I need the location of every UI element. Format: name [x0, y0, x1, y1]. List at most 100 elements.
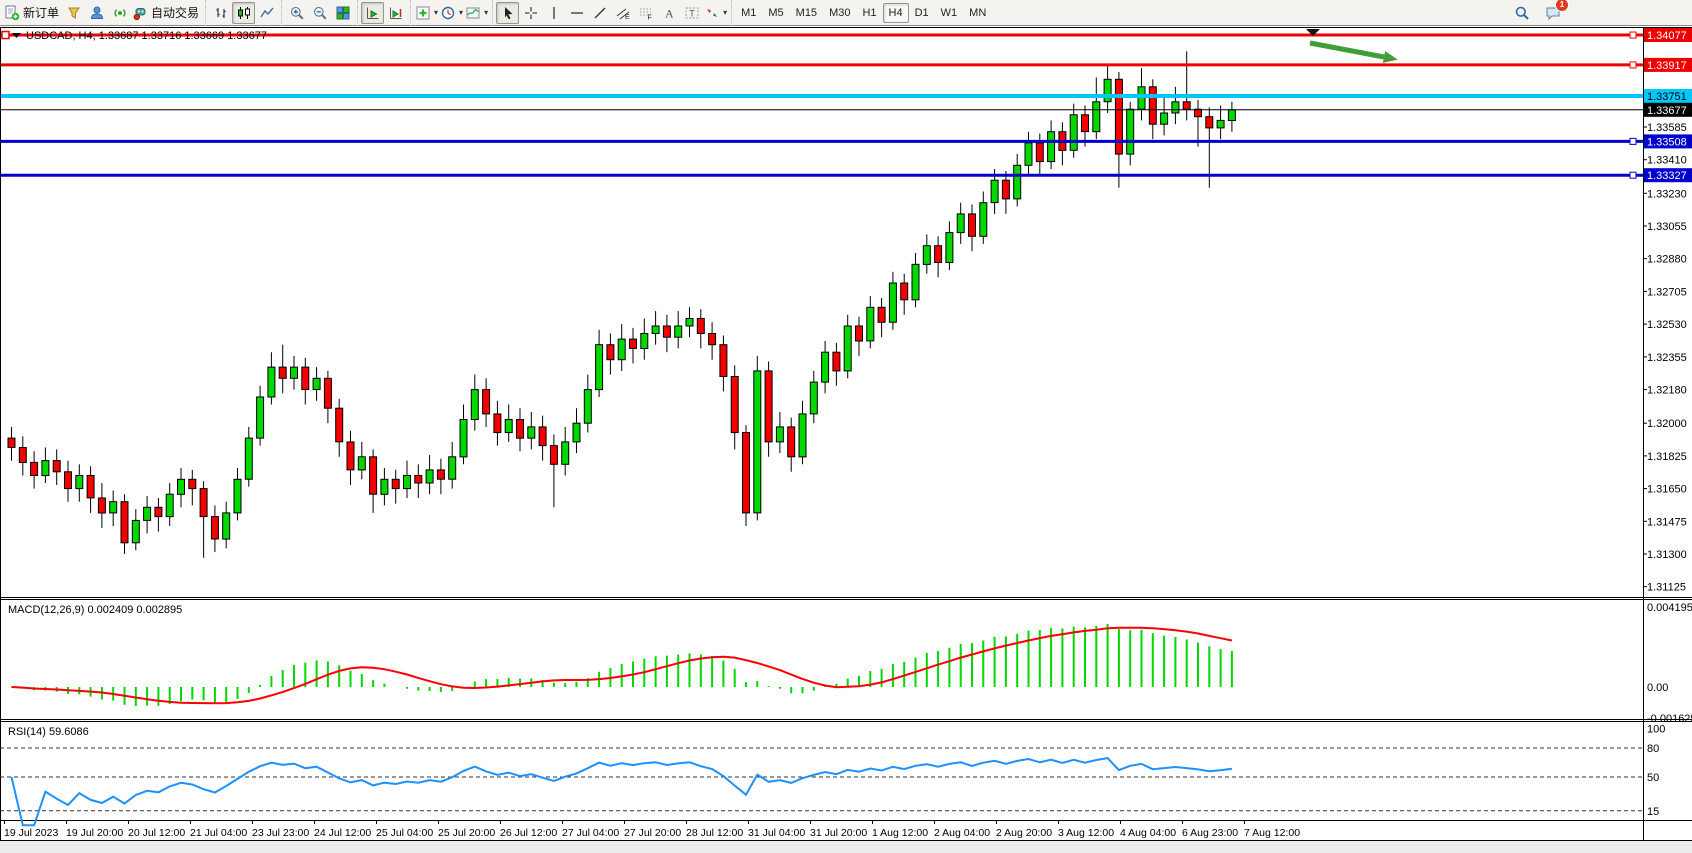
- fibonacci-icon: F: [639, 8, 651, 21]
- vertical-line-button[interactable]: [542, 2, 565, 24]
- toolbar-group-zoom: [281, 0, 357, 26]
- timeframe-M15[interactable]: M15: [795, 6, 818, 19]
- indicators-button[interactable]: ▾: [414, 2, 439, 24]
- svg-text:24 Jul 12:00: 24 Jul 12:00: [314, 827, 371, 839]
- svg-text:15: 15: [1647, 806, 1659, 818]
- toolbar-group-charttype: [205, 0, 281, 26]
- hline-anchor-icon: [1629, 31, 1637, 39]
- time-axis[interactable]: 19 Jul 2023 19 Jul 20:00 20 Jul 12:00 21 Ju…: [4, 820, 1300, 839]
- svg-text:26 Jul 12:00: 26 Jul 12:00: [500, 827, 557, 839]
- timeframe-M1[interactable]: M1: [741, 6, 757, 19]
- chart-title: USDCAD, H4, 1.33687 1.33716 1.33669 1.33…: [12, 30, 267, 42]
- zoom-out-button[interactable]: [308, 2, 331, 24]
- hline-anchor-icon: [1629, 61, 1637, 69]
- svg-text:2 Aug 20:00: 2 Aug 20:00: [996, 827, 1052, 839]
- timeframe-W1[interactable]: W1: [940, 6, 958, 19]
- svg-text:19 Jul 2023: 19 Jul 2023: [4, 827, 58, 839]
- svg-text:2 Aug 04:00: 2 Aug 04:00: [934, 827, 990, 839]
- periods-button[interactable]: ▾: [439, 2, 464, 24]
- trendline-button[interactable]: [588, 2, 611, 24]
- channel-button[interactable]: E: [611, 2, 634, 24]
- svg-text:1.31300: 1.31300: [1647, 549, 1687, 561]
- text-label-button[interactable]: T: [680, 2, 703, 24]
- timeframe-MN[interactable]: MN: [969, 6, 987, 19]
- timeframe-H4[interactable]: H4: [882, 2, 909, 23]
- notification-badge: 1: [1555, 0, 1569, 12]
- crosshair-button[interactable]: [519, 2, 542, 24]
- macd-label: MACD(12,26,9) 0.002409 0.002895: [8, 604, 182, 616]
- chart-canvas[interactable]: USDCAD, H4, 1.33687 1.33716 1.33669 1.33…: [0, 27, 1692, 853]
- signals-button[interactable]: [108, 2, 131, 24]
- timeframe-M30[interactable]: M30: [829, 6, 851, 19]
- line-chart-icon: [259, 7, 274, 17]
- new-order-button[interactable]: 新订单: [3, 2, 62, 24]
- toolbar-group-trade: 新订单 自动交易: [0, 0, 205, 26]
- status-strip: [0, 841, 1692, 853]
- svg-text:100: 100: [1647, 724, 1665, 736]
- autotrading-button[interactable]: 自动交易: [131, 2, 202, 24]
- line-chart-button[interactable]: [255, 2, 278, 24]
- toolbar: 新订单 自动交易: [0, 0, 1692, 26]
- new-order-label: 新订单: [23, 6, 60, 20]
- svg-text:1.33055: 1.33055: [1647, 221, 1687, 233]
- svg-text:31 Jul 20:00: 31 Jul 20:00: [810, 827, 867, 839]
- template-icon: [466, 7, 480, 18]
- community-icon: [90, 6, 103, 19]
- svg-text:1.33230: 1.33230: [1647, 188, 1687, 200]
- crosshair-icon: [524, 6, 537, 19]
- svg-text:7 Aug 12:00: 7 Aug 12:00: [1244, 827, 1300, 839]
- panel-separators[interactable]: [0, 27, 1692, 841]
- vertical-line-icon: [552, 6, 555, 19]
- fibonacci-button[interactable]: F: [634, 2, 657, 24]
- svg-text:1 Aug 12:00: 1 Aug 12:00: [872, 827, 928, 839]
- autotrading-label: 自动交易: [151, 6, 200, 20]
- zoom-in-icon: [290, 6, 304, 20]
- auto-scroll-button[interactable]: [361, 1, 385, 24]
- tile-windows-button[interactable]: [331, 2, 354, 24]
- trend-arrow-annotation[interactable]: [1309, 40, 1398, 63]
- timeframe-H1[interactable]: H1: [862, 6, 877, 19]
- horizontal-line-objects[interactable]: [0, 30, 1643, 179]
- svg-text:50: 50: [1647, 772, 1659, 784]
- arrows-caret-icon: ▾: [723, 7, 728, 17]
- svg-text:80: 80: [1647, 743, 1659, 755]
- svg-text:T: T: [689, 8, 695, 18]
- svg-text:28 Jul 12:00: 28 Jul 12:00: [686, 827, 743, 839]
- chart-shift-button[interactable]: [384, 2, 407, 24]
- metaeditor-button[interactable]: [62, 2, 85, 24]
- timeframe-group: M1 M5 M15 M30 H1 H4 D1 W1 MN: [731, 0, 995, 26]
- candlestick-chart-button[interactable]: [232, 1, 256, 24]
- svg-text:1.33751: 1.33751: [1647, 91, 1687, 103]
- timeframe-M5[interactable]: M5: [768, 6, 784, 19]
- svg-text:27 Jul 20:00: 27 Jul 20:00: [624, 827, 681, 839]
- svg-text:1.33410: 1.33410: [1647, 155, 1687, 167]
- chart-background: [0, 27, 1692, 853]
- community-button[interactable]: [85, 2, 108, 24]
- svg-text:0.004195: 0.004195: [1647, 602, 1692, 614]
- svg-text:1.32880: 1.32880: [1647, 254, 1687, 266]
- svg-text:A: A: [665, 6, 674, 20]
- bar-chart-icon: [215, 7, 226, 18]
- trendline-icon: [594, 7, 606, 18]
- current-price-badge: 1.33677: [1647, 105, 1687, 117]
- notifications-button[interactable]: 1: [1541, 0, 1569, 24]
- bar-chart-button[interactable]: [209, 2, 232, 24]
- svg-text:1.34077: 1.34077: [1647, 30, 1687, 42]
- horizontal-line-icon: [570, 11, 583, 14]
- svg-text:3 Aug 12:00: 3 Aug 12:00: [1058, 827, 1114, 839]
- rsi-indicator: RSI(14) 59.6086: [0, 726, 1643, 827]
- arrows-button[interactable]: ▾: [703, 2, 728, 24]
- timeframe-D1[interactable]: D1: [914, 6, 929, 19]
- search-icon: [1515, 6, 1529, 20]
- search-button[interactable]: [1510, 2, 1533, 24]
- toolbar-group-objects: E F A T ▾: [492, 0, 731, 26]
- price-axis[interactable]: 1.341101.335851.334101.332301.330551.328…: [1643, 27, 1692, 818]
- zoom-in-button[interactable]: [285, 2, 308, 24]
- text-button[interactable]: A: [657, 2, 680, 24]
- svg-text:USDCAD, H4, 1.33687 1.33716 1.: USDCAD, H4, 1.33687 1.33716 1.33669 1.33…: [26, 30, 267, 42]
- templates-button[interactable]: ▾: [464, 2, 489, 24]
- svg-text:25 Jul 04:00: 25 Jul 04:00: [376, 827, 433, 839]
- horizontal-line-button[interactable]: [565, 2, 588, 24]
- cursor-button[interactable]: [496, 1, 520, 24]
- tile-windows-icon: [336, 6, 350, 19]
